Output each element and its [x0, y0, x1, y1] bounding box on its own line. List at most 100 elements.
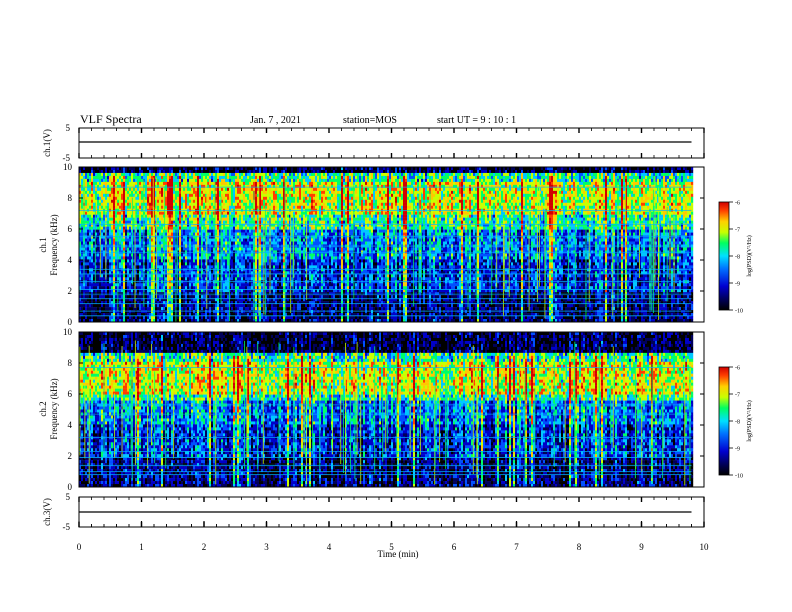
spectrogram-cell	[235, 241, 238, 245]
spectrogram-cell	[243, 190, 246, 195]
spectrogram-cell	[245, 205, 248, 209]
spectrogram-cell	[173, 241, 176, 245]
spectrogram-cell	[97, 178, 100, 183]
spectrogram-cell	[195, 265, 198, 269]
spectrogram-cell	[181, 274, 184, 278]
spectrogram-cell	[173, 232, 176, 236]
spectrogram-cell	[245, 286, 248, 290]
spectrogram-cell	[95, 256, 98, 260]
spectrogram-cell	[101, 271, 104, 275]
spectrogram-cell	[235, 313, 238, 317]
spectrogram-cell	[139, 316, 142, 320]
spectrogram-cell	[173, 295, 176, 299]
spectrogram-cell	[91, 319, 94, 323]
spectrogram-cell	[169, 238, 172, 242]
spectrogram-cell	[99, 187, 102, 192]
spectrogram-cell	[185, 241, 188, 245]
spectrogram-cell	[81, 313, 84, 317]
spectrogram-cell	[145, 304, 148, 308]
spectrogram-cell	[209, 265, 212, 269]
spectrogram-cell	[187, 175, 190, 180]
spectrogram-cell	[257, 217, 260, 221]
spectrogram-cell	[191, 310, 194, 314]
spectrogram-cell	[203, 169, 206, 174]
spectrogram-cell	[181, 167, 184, 171]
spectrogram-cell	[233, 217, 236, 221]
spectrogram-cell	[173, 226, 176, 230]
spectrogram-cell	[249, 196, 252, 200]
spectrogram-cell	[235, 205, 238, 209]
spectrogram-cell	[171, 262, 174, 266]
spectrogram-cell	[189, 184, 192, 189]
spectrogram-cell	[219, 211, 222, 215]
spectrogram-cell	[99, 283, 102, 287]
spectrogram-cell	[225, 310, 228, 314]
spectrogram-cell	[247, 190, 250, 195]
spectrogram-cell	[129, 253, 132, 257]
spectrogram-cell	[217, 283, 220, 287]
spectrogram-cell	[149, 202, 152, 206]
spectrogram-cell	[255, 181, 258, 186]
spectrogram-cell	[243, 262, 246, 266]
spectrogram-cell	[163, 229, 166, 233]
spectrogram-cell	[209, 310, 212, 314]
spectrogram-cell	[125, 259, 128, 263]
spectrogram-cell	[189, 247, 192, 251]
spectrogram-cell	[81, 265, 84, 269]
spectrogram-cell	[149, 226, 152, 230]
spectrogram-cell	[221, 283, 224, 287]
spectrogram-cell	[227, 253, 230, 257]
spectrogram-cell	[157, 241, 160, 245]
spectrogram-cell	[137, 262, 140, 266]
spectrogram-cell	[203, 304, 206, 308]
spectrogram-cell	[175, 175, 178, 180]
spectrogram-cell	[121, 277, 124, 281]
spectrogram-cell	[159, 307, 162, 311]
spectrogram-cell	[169, 319, 172, 323]
spectrogram-cell	[119, 247, 122, 251]
spectrogram-cell	[159, 172, 162, 177]
spectrogram-cell	[167, 184, 170, 189]
spectrogram-cell	[201, 274, 204, 278]
spectrogram-cell	[209, 301, 212, 305]
spectrogram-cell	[177, 307, 180, 311]
spectrogram-cell	[185, 277, 188, 281]
spectrogram-cell	[191, 274, 194, 278]
spectrogram-cell	[241, 169, 244, 174]
spectrogram-cell	[125, 193, 128, 198]
spectrogram-cell	[105, 172, 108, 177]
spectrogram-cell	[205, 193, 208, 198]
spectrogram-cell	[201, 253, 204, 257]
spectrogram-cell	[239, 298, 242, 302]
spectrogram-cell	[265, 265, 268, 269]
spectrogram-cell	[165, 238, 168, 242]
spectrogram-cell	[203, 256, 206, 260]
spectrogram-cell	[135, 319, 138, 323]
spectrogram-cell	[181, 265, 184, 269]
spectrogram-cell	[219, 184, 222, 189]
spectrogram-cell	[249, 214, 252, 218]
spectrogram-cell	[147, 196, 150, 200]
spectrogram-cell	[147, 256, 150, 260]
spectrogram-cell	[173, 313, 176, 317]
spectrogram-cell	[193, 178, 196, 183]
spectrogram-cell	[181, 304, 184, 308]
spectrogram-cell	[133, 283, 136, 287]
spectrogram-cell	[177, 187, 180, 192]
spectrogram-cell	[125, 268, 128, 272]
spectrogram-cell	[181, 238, 184, 242]
spectrogram-cell	[245, 167, 248, 171]
spectrogram-cell	[107, 181, 110, 186]
spectrogram-cell	[181, 193, 184, 198]
spectrogram-cell	[217, 307, 220, 311]
spectrogram-cell	[167, 265, 170, 269]
spectrogram-cell	[191, 304, 194, 308]
spectrogram-cell	[179, 214, 182, 218]
spectrogram-cell	[117, 220, 120, 224]
spectrogram-cell	[169, 310, 172, 314]
spectrogram-cell	[189, 256, 192, 260]
spectrogram-cell	[197, 167, 200, 171]
spectrogram-cell	[223, 199, 226, 203]
spectrogram-cell	[185, 253, 188, 257]
spectrogram-cell	[189, 262, 192, 266]
